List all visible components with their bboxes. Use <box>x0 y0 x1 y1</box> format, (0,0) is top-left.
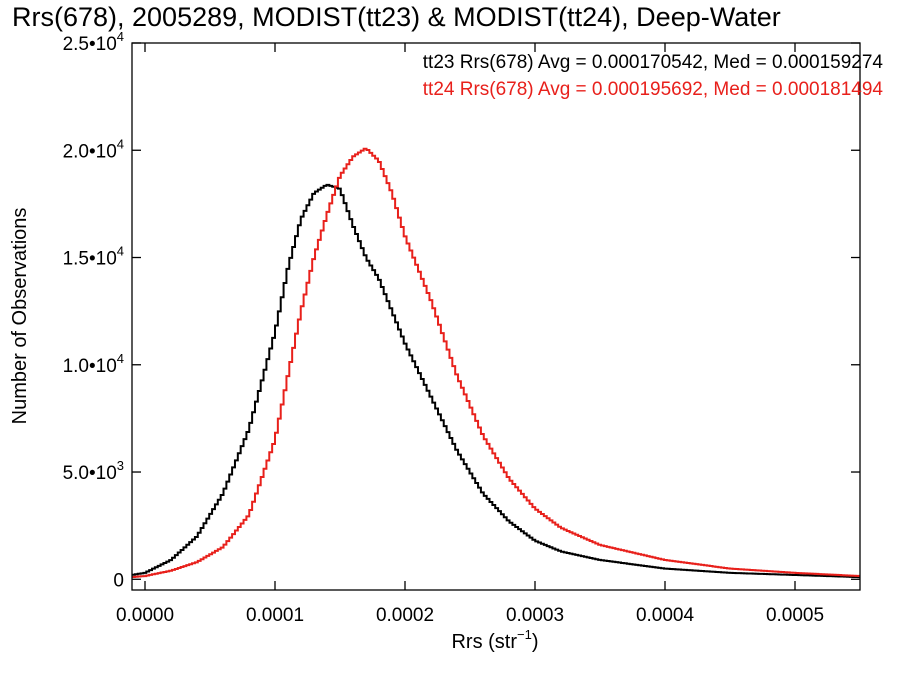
chart-title: Rrs(678), 2005289, MODIST(tt23) & MODIST… <box>12 2 781 32</box>
x-tick-label-5: 0.0005 <box>766 605 824 626</box>
x-axis-ticks: 0.0000 0.0001 0.0002 0.0003 0.0004 0.0005 <box>116 43 824 626</box>
y-tick-label-1: 5.0•103 <box>63 458 124 484</box>
x-tick-label-1: 0.0001 <box>246 605 304 626</box>
series-line-tt23 <box>132 183 860 579</box>
series-line-tt24 <box>132 147 860 579</box>
plot-frame <box>131 42 861 591</box>
legend-tt24: tt24 Rrs(678) Avg = 0.000195692, Med = 0… <box>423 79 884 100</box>
x-tick-label-4: 0.0004 <box>636 605 695 626</box>
y-axis-ticks: 0 5.0•103 1.0•104 1.5•104 2.0•104 2.5•104 <box>63 29 860 591</box>
y-tick-label-0: 0 <box>113 570 124 591</box>
y-tick-label-2: 1.0•104 <box>63 351 124 377</box>
legend-tt23: tt23 Rrs(678) Avg = 0.000170542, Med = 0… <box>423 52 884 73</box>
y-tick-label-5: 2.5•104 <box>63 29 124 55</box>
x-tick-label-3: 0.0003 <box>506 605 564 626</box>
x-tick-label-0: 0.0000 <box>116 605 174 626</box>
y-axis-label: Number of Observations <box>9 208 31 425</box>
plot-series <box>132 147 860 579</box>
x-tick-label-2: 0.0002 <box>376 605 434 626</box>
y-tick-label-3: 1.5•104 <box>63 244 124 270</box>
y-tick-label-4: 2.0•104 <box>63 136 124 162</box>
x-axis-label: Rrs (str−1) <box>451 627 538 653</box>
